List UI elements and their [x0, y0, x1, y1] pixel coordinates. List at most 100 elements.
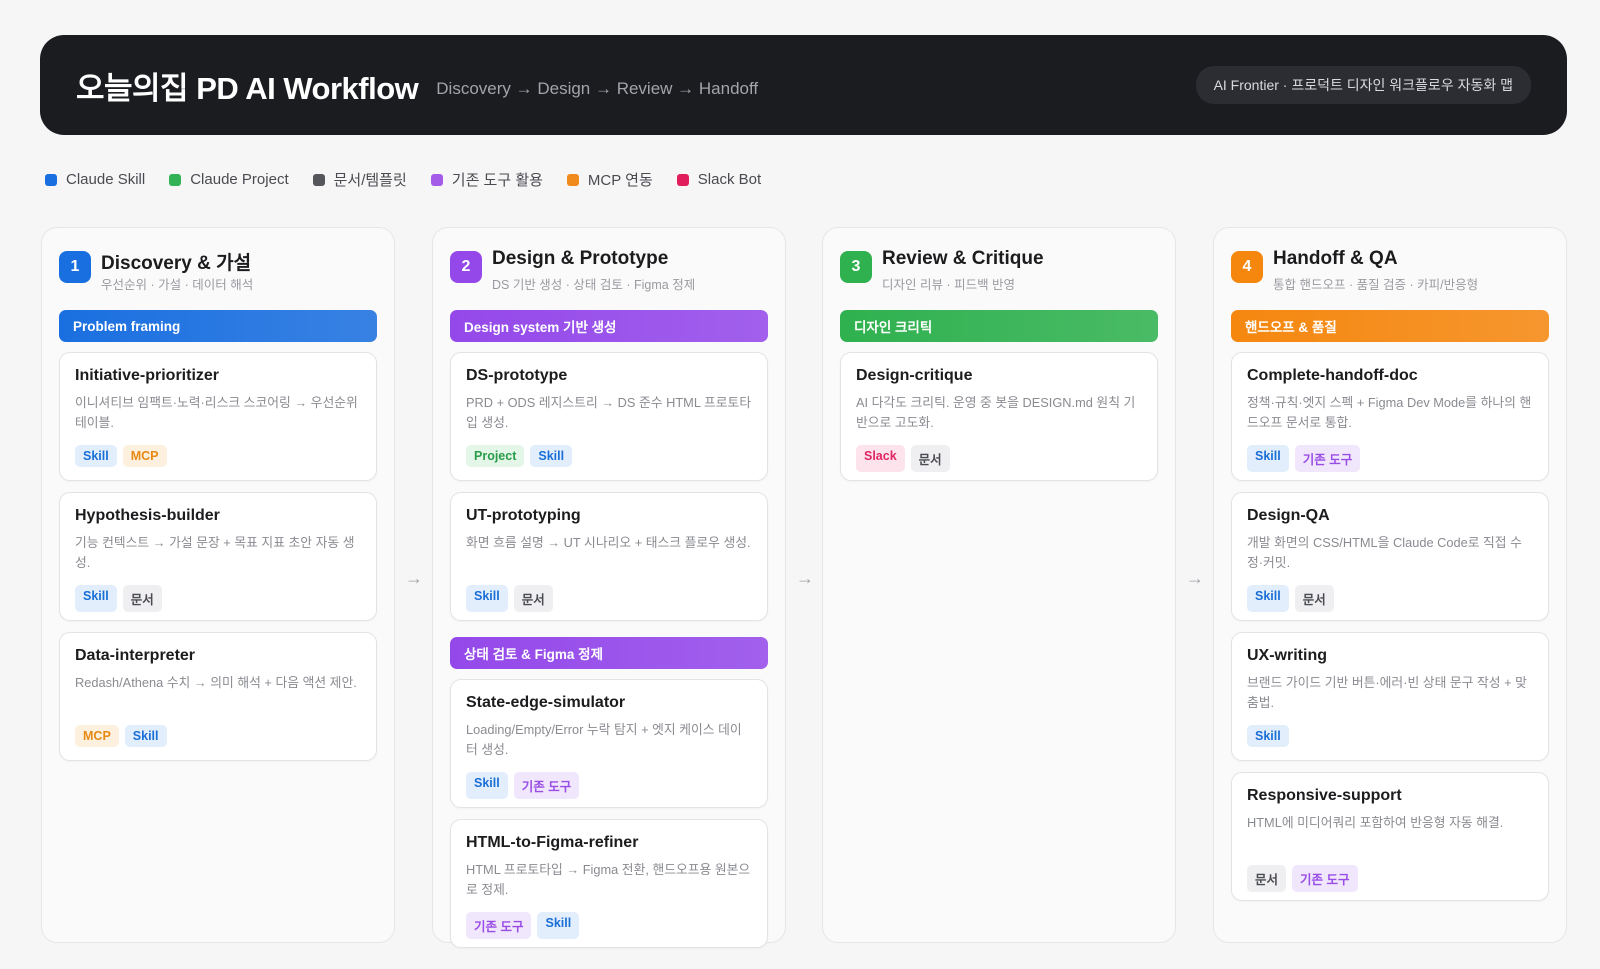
legend-label: 기존 도구 활용 [451, 172, 543, 189]
stage-header: 2 Design & Prototype DS 기반 생성 · 상태 검토 · Fi… [450, 248, 768, 293]
legend-item: Claude Skill [45, 171, 145, 188]
workflow-card[interactable]: Initiative-prioritizer 이니셔티브 임팩트·노력·리스크 스… [59, 352, 377, 481]
section-label: Problem framing [59, 310, 377, 342]
header-pill: AI Frontier · 프로덕트 디자인 워크플로우 자동화 맵 [1195, 66, 1531, 104]
legend-item: Claude Project [169, 171, 289, 188]
card-title: UT-prototyping [466, 507, 581, 524]
card-title: Design-critique [856, 367, 973, 384]
workflow-card[interactable]: HTML-to-Figma-refiner HTML 프로토타입 → Figma … [450, 819, 768, 948]
tag-list: Skill 문서 [1247, 585, 1533, 612]
workflow-card[interactable]: UX-writing 브랜드 가이드 기반 버튼·에러·빈 상태 문구 작성 + … [1231, 632, 1549, 761]
legend-label: 문서/템플릿 [333, 172, 407, 189]
arrow-right-icon: → [796, 567, 814, 588]
legend-item: MCP 연동 [566, 169, 653, 190]
workflow-card[interactable]: State-edge-simulator Loading/Empty/Error … [450, 679, 768, 808]
workflow-card[interactable]: Data-interpreter Redash/Athena 수치 → 의미 해석… [59, 632, 377, 761]
tag-doc: 문서 [1294, 585, 1334, 612]
legend-item: 기존 도구 활용 [430, 169, 543, 190]
stage-subtitle: 통합 핸드오프 · 품질 검증 · 카피/반응형 [1273, 278, 1479, 292]
card-title: UX-writing [1247, 647, 1327, 664]
tag-skill: Skill [1247, 585, 1289, 612]
card-title: Responsive-support [1247, 787, 1402, 804]
legend-swatch [430, 173, 443, 186]
tag-list: Slack 문서 [856, 445, 1142, 472]
card-title: State-edge-simulator [466, 694, 626, 711]
step-number-badge: 1 [59, 251, 91, 283]
tag-list: 문서 기존 도구 [1247, 865, 1533, 892]
tag-skill: Skill [1247, 445, 1289, 472]
card-description: 개발 화면의 CSS/HTML을 Claude Code로 직접 수정·커밋. [1247, 535, 1522, 570]
stage-header: 4 Handoff & QA 통합 핸드오프 · 품질 검증 · 카피/반응형 [1231, 248, 1549, 293]
tag-skill: Skill [75, 585, 117, 612]
stage-header: 3 Review & Critique 디자인 리뷰 · 피드백 반영 [840, 248, 1158, 293]
legend-swatch [676, 173, 689, 186]
tag-mcp: MCP [122, 445, 167, 467]
card-description: 브랜드 가이드 기반 버튼·에러·빈 상태 문구 작성 + 맞춤법. [1247, 675, 1527, 710]
workflow-card[interactable]: Design-QA 개발 화면의 CSS/HTML을 Claude Code로 직… [1231, 492, 1549, 621]
stage-subtitle: 우선순위 · 가설 · 데이터 해석 [101, 278, 254, 292]
tag-list: Skill [1247, 725, 1533, 747]
tag-tool: 기존 도구 [1294, 445, 1361, 472]
tag-skill: Skill [75, 445, 117, 467]
tag-list: 기존 도구 Skill [466, 912, 752, 939]
card-title: Hypothesis-builder [75, 507, 220, 524]
card-title: Data-interpreter [75, 647, 196, 664]
legend-label: Slack Bot [697, 171, 762, 188]
tag-mcp: MCP [75, 725, 119, 747]
tag-skill: Skill [124, 725, 167, 747]
card-title: Initiative-prioritizer [75, 367, 220, 384]
card-description: 정책·규칙·엣지 스펙 + Figma Dev Mode를 하나의 핸드오프 문… [1247, 395, 1532, 430]
card-description: 이니셔티브 임팩트·노력·리스크 스코어링 → 우선순위 테이블. [75, 395, 358, 430]
step-number-badge: 2 [450, 251, 482, 283]
legend-swatch [566, 173, 579, 186]
header-bar: 오늘의집 PD AI Workflow Discovery → Design →… [40, 35, 1567, 135]
page-subtitle: Discovery → Design → Review → Handoff [436, 79, 759, 98]
arrow-right-icon: → [405, 567, 423, 588]
section-label: 핸드오프 & 품질 [1231, 310, 1549, 342]
legend-label: MCP 연동 [587, 172, 653, 189]
legend-item: 문서/템플릿 [312, 169, 407, 190]
card-description: HTML에 미디어쿼리 포함하여 반응형 자동 해결. [1247, 815, 1504, 830]
card-description: 기능 컨텍스트 → 가설 문장 + 목표 지표 초안 자동 생성. [75, 535, 355, 570]
stage-column: 2 Design & Prototype DS 기반 생성 · 상태 검토 · Fi… [432, 227, 786, 948]
workflow-card[interactable]: Responsive-support HTML에 미디어쿼리 포함하여 반응형 자… [1231, 772, 1549, 901]
workflow-card[interactable]: UT-prototyping 화면 흐름 설명 → UT 시나리오 + 태스크 플… [450, 492, 768, 621]
card-title: HTML-to-Figma-refiner [466, 834, 639, 851]
step-number-badge: 3 [840, 251, 872, 283]
tag-list: Skill 기존 도구 [1247, 445, 1533, 472]
workflow-card[interactable]: Hypothesis-builder 기능 컨텍스트 → 가설 문장 + 목표 지… [59, 492, 377, 621]
card-description: PRD + ODS 레지스트리 → DS 준수 HTML 프로토타입 생성. [466, 395, 752, 430]
legend-swatch [45, 173, 57, 186]
tag-skill: Skill [530, 445, 573, 467]
tag-doc: 문서 [910, 445, 950, 472]
card-description: Loading/Empty/Error 누락 탐지 + 엣지 케이스 데이터 생… [466, 722, 742, 757]
tag-doc: 문서 [1247, 865, 1287, 892]
tag-doc: 문서 [122, 585, 162, 612]
tag-list: Project Skill [466, 445, 752, 467]
section-label: 디자인 크리틱 [840, 310, 1158, 342]
section-label: 상태 검토 & Figma 정제 [450, 637, 768, 669]
step-number-badge: 4 [1231, 251, 1263, 283]
workflow-card[interactable]: Design-critique AI 다각도 크리틱. 운영 중 봇을 DESIG… [840, 352, 1158, 481]
stage-title: Discovery & 가설 [101, 253, 252, 274]
arrow-right-icon: → [1186, 567, 1204, 588]
stage-title: Design & Prototype [492, 248, 669, 269]
stage-subtitle: 디자인 리뷰 · 피드백 반영 [882, 278, 1016, 292]
card-description: HTML 프로토타입 → Figma 전환, 핸드오프용 원본으로 정제. [466, 862, 751, 897]
tag-skill: Skill [466, 585, 508, 612]
tag-tool: 기존 도구 [513, 772, 580, 799]
workflow-card[interactable]: Complete-handoff-doc 정책·규칙·엣지 스펙 + Figma … [1231, 352, 1549, 481]
tag-tool: 기존 도구 [466, 912, 532, 939]
tag-slack: Slack [856, 445, 905, 472]
card-description: 화면 흐름 설명 → UT 시나리오 + 태스크 플로우 생성. [466, 535, 751, 550]
section-label: Design system 기반 생성 [450, 310, 768, 342]
workflow-card[interactable]: DS-prototype PRD + ODS 레지스트리 → DS 준수 HTML… [450, 352, 768, 481]
card-title: Complete-handoff-doc [1247, 367, 1418, 384]
tag-skill: Skill [1247, 725, 1289, 747]
legend: Claude Skill Claude Project 문서/템플릿 기존 도구 활용… [45, 169, 785, 190]
tag-list: Skill 문서 [466, 585, 752, 612]
